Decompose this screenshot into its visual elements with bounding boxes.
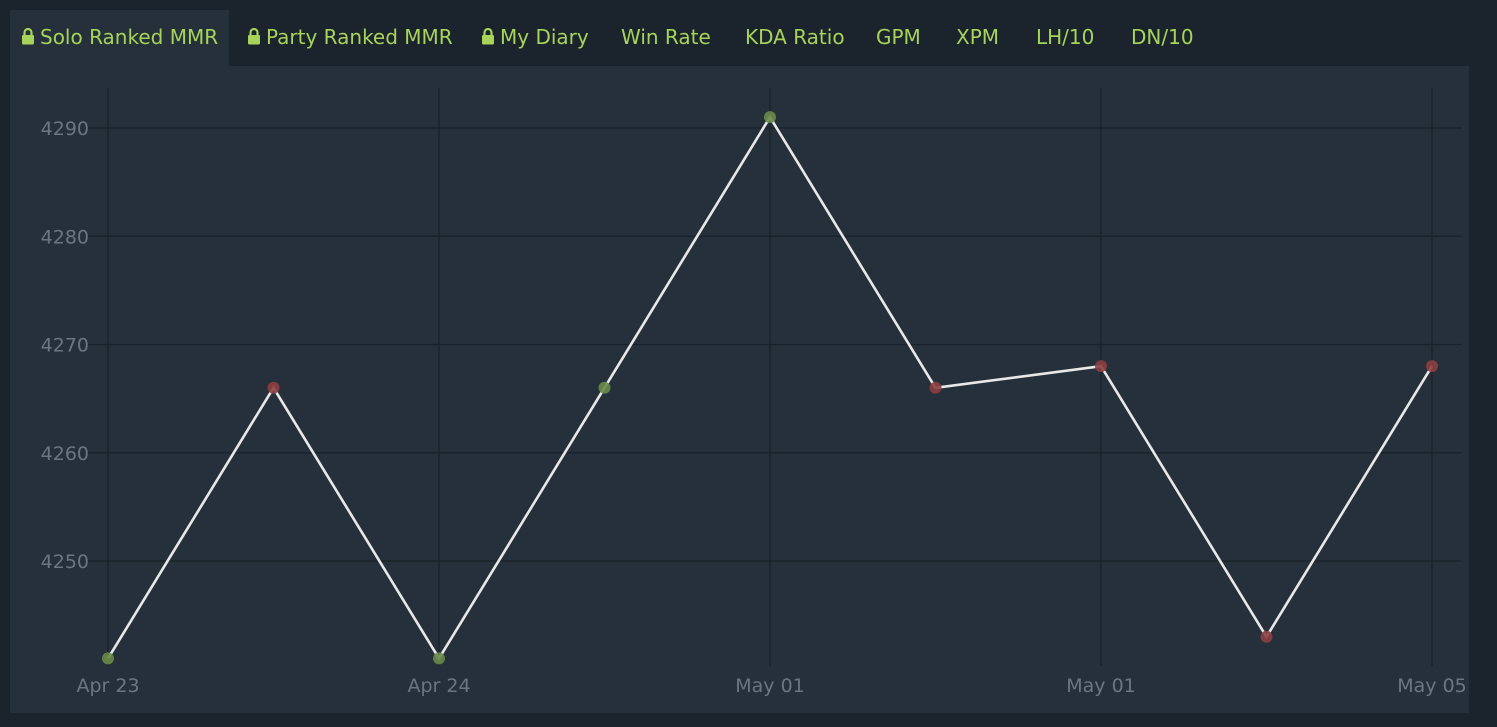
tab-label: My Diary [500,25,589,49]
tab-label: DN/10 [1131,25,1194,49]
tab-dn-10[interactable]: DN/10 [1120,10,1206,66]
tab-label: Win Rate [621,25,711,49]
tab-solo-ranked-mmr[interactable]: Solo Ranked MMR [10,10,229,66]
y-tick-label: 4260 [41,443,89,465]
x-tick-label: Apr 24 [407,675,470,697]
chart-panel: 4250 4260 4270 4280 4290 Apr 23 Apr 24 May 01 Ma… [10,66,1469,713]
y-tick-label: 4290 [41,118,89,140]
tab-my-diary[interactable]: My Diary [470,10,601,66]
data-point-win [102,652,114,665]
tab-lh-10[interactable]: LH/10 [1025,10,1111,66]
tab-gpm[interactable]: GPM [865,10,936,66]
tab-xpm[interactable]: XPM [945,10,1016,66]
x-tick-label: May 05 [1397,675,1467,697]
x-tick-label: Apr 23 [76,675,139,697]
tab-label: Solo Ranked MMR [40,25,219,49]
tab-win-rate[interactable]: Win Rate [610,10,725,66]
y-tick-label: 4270 [41,335,89,357]
tab-label: KDA Ratio [745,25,845,49]
x-tick-label: May 01 [1066,675,1136,697]
data-point-loss [1426,360,1438,373]
tab-kda-ratio[interactable]: KDA Ratio [734,10,857,66]
data-point-loss [1095,360,1107,373]
tab-bar: Solo Ranked MMR Party Ranked MMR My Diary W… [0,0,1497,66]
tab-party-ranked-mmr[interactable]: Party Ranked MMR [236,10,461,66]
data-point-win [764,111,776,124]
tab-label: XPM [956,25,1000,49]
data-point-win [433,652,445,665]
mmr-line-chart: 4250 4260 4270 4280 4290 Apr 23 Apr 24 May 01 Ma… [41,88,1467,697]
lock-icon [248,28,260,45]
data-point-win [598,381,611,394]
tab-label: Party Ranked MMR [266,25,453,49]
lock-icon [482,28,494,45]
data-point-loss [1260,630,1273,643]
x-tick-label: May 01 [735,675,805,697]
y-tick-label: 4250 [41,551,89,573]
y-tick-label: 4280 [41,226,89,248]
data-point-loss [929,381,942,394]
data-point-loss [267,381,280,394]
tab-label: LH/10 [1036,25,1095,49]
lock-icon [22,28,34,45]
tab-label: GPM [876,25,921,49]
